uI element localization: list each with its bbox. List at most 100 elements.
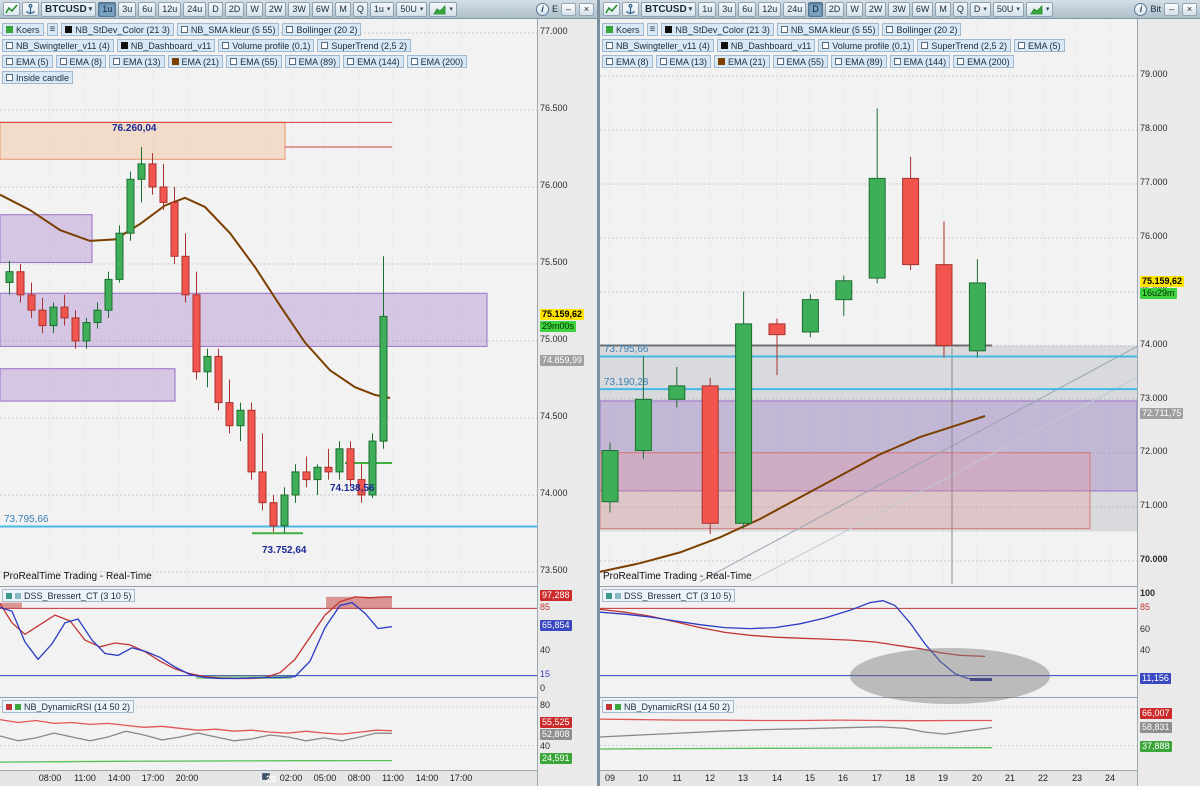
indicator-toggle[interactable]: EMA (21) <box>167 55 224 68</box>
chart-icon[interactable] <box>603 2 620 16</box>
indicator-toggle[interactable]: Bollinger (20 2) <box>882 23 962 36</box>
indicator-toggle[interactable]: EMA (13) <box>655 55 712 68</box>
timeframe-button-M[interactable]: M <box>335 1 351 17</box>
indicator-toggle[interactable]: NB_Dashboard_v11 <box>116 39 216 52</box>
minimize-button[interactable]: – <box>1164 2 1179 16</box>
timeframe-button-3u[interactable]: 3u <box>718 1 737 17</box>
timeframe-button-3u[interactable]: 3u <box>118 1 137 17</box>
timeframe-button-24u[interactable]: 24u <box>183 1 207 17</box>
indicator-toggle[interactable]: EMA (55) <box>226 55 282 68</box>
timeframe-button-6W[interactable]: 6W <box>911 1 934 17</box>
indicator-toggle[interactable]: EMA (13) <box>109 55 165 68</box>
indicator-toggle[interactable]: Koers <box>2 23 44 36</box>
indicator-toggle[interactable]: NB_SMA kleur (5 55) <box>776 23 880 36</box>
timeframe-button-1u[interactable]: 1u <box>698 1 717 17</box>
indicator-toggle[interactable]: EMA (89) <box>831 55 887 68</box>
price-axis[interactable]: 77.000 76.500 76.000 75.500 75.000 74.500 74.0… <box>537 19 597 786</box>
indicator-header-rsi[interactable]: NB_DynamicRSI (14 50 2) <box>2 700 135 713</box>
checkbox-icon <box>230 58 238 65</box>
indicator-toggle[interactable]: Inside candle <box>2 71 74 84</box>
chart-type-select[interactable]: ▾ <box>1025 1 1054 17</box>
timeframe-button-2D[interactable]: 2D <box>824 1 845 17</box>
chart-icon[interactable] <box>3 2 20 16</box>
window-divider[interactable] <box>597 0 600 786</box>
info-icon[interactable]: i <box>535 2 549 16</box>
platform-status-label: ProRealTime Trading - Real-Time <box>603 571 752 582</box>
timeframe-button-D[interactable]: D <box>808 1 823 17</box>
timeframe-button-2W[interactable]: 2W <box>864 1 887 17</box>
timeframe-button-W[interactable]: W <box>846 1 863 17</box>
timeframe-button-2W[interactable]: 2W <box>264 1 287 17</box>
units-dropdown[interactable]: 50U ▾ <box>992 1 1024 17</box>
timeframe-button-1u[interactable]: 1u <box>98 1 117 17</box>
indicator-toggle[interactable]: EMA (200) <box>953 55 1014 68</box>
close-button[interactable]: × <box>1182 2 1197 16</box>
timeframe-button-D[interactable]: D <box>208 1 223 17</box>
indicator-toggle[interactable]: EMA (144) <box>343 55 404 68</box>
chart-type-select[interactable]: ▾ <box>429 1 457 17</box>
indicator-toggle[interactable]: Bollinger (20 2) <box>282 23 362 36</box>
indicator-header-dss[interactable]: DSS_Bressert_CT (3 10 5) <box>602 589 736 602</box>
indicator-header-dss[interactable]: DSS_Bressert_CT (3 10 5) <box>2 589 136 602</box>
indicator-toggle[interactable]: Koers <box>602 23 644 36</box>
indicator-toggle[interactable]: EMA (5) <box>2 55 53 68</box>
timeframe-button-24u[interactable]: 24u <box>783 1 807 17</box>
indicator-toggle[interactable]: EMA (8) <box>55 55 107 68</box>
time-axis[interactable]: 08:00 11:00 14:00 17:00 20:00 20 02:00 05:00 08:… <box>0 770 537 786</box>
units-dropdown[interactable]: 50U ▾ <box>396 1 428 17</box>
indicator-toggle[interactable]: SuperTrend (2,5 2) <box>917 39 1012 52</box>
indicator-list-icon[interactable]: ≡ <box>646 23 659 36</box>
timeframe-button-Q[interactable]: Q <box>352 1 368 17</box>
indicator-toggle[interactable]: EMA (8) <box>602 55 653 68</box>
time-axis[interactable]: 09 10 11 12 13 14 15 16 17 18 19 20 21 22 23 24 <box>600 770 1137 786</box>
indicator-toggle-label: EMA (89) <box>298 56 337 67</box>
indicator-list-icon[interactable]: ≡ <box>46 23 59 36</box>
indicator-toggle[interactable]: NB_Swingteller_v11 (4) <box>2 39 114 52</box>
timeframe-button-M[interactable]: M <box>935 1 951 17</box>
indicator-toggle[interactable]: EMA (55) <box>772 55 829 68</box>
timeframe-button-3W[interactable]: 3W <box>288 1 310 17</box>
anchor-icon[interactable] <box>22 2 39 16</box>
indicator-toggle[interactable]: EMA (200) <box>406 55 468 68</box>
indicator-toggle[interactable]: NB_SMA kleur (5 55) <box>176 23 280 36</box>
period-dropdown[interactable]: 1u ▾ <box>369 1 395 17</box>
timeframe-button-12u[interactable]: 12u <box>758 1 782 17</box>
time-label: 08:00 <box>38 773 62 783</box>
indicator-toggle[interactable]: NB_StDev_Color (21 3) <box>61 23 174 36</box>
timeframe-button-3W[interactable]: 3W <box>888 1 910 17</box>
symbol-select[interactable]: BTCUSD ▾ <box>41 1 97 17</box>
indicator-header-rsi[interactable]: NB_DynamicRSI (14 50 2) <box>602 700 735 713</box>
timeframe-button-6W[interactable]: 6W <box>311 1 334 17</box>
timeframe-button-W[interactable]: W <box>246 1 263 17</box>
symbol-select[interactable]: BTCUSD ▾ <box>641 1 697 17</box>
info-icon[interactable]: i <box>1134 2 1148 16</box>
timeframe-button-6u[interactable]: 6u <box>738 1 757 17</box>
checkbox-icon <box>835 58 843 65</box>
indicator-toggle[interactable]: EMA (21) <box>714 55 770 68</box>
indicator-toggle[interactable]: NB_StDev_Color (21 3) <box>661 23 774 36</box>
indicator-toggle-label: EMA (13) <box>669 56 708 67</box>
time-label: 17:00 <box>449 773 473 783</box>
indicator-toggle[interactable]: NB_Swingteller_v11 (4) <box>602 39 714 52</box>
timeframe-button-12u[interactable]: 12u <box>158 1 182 17</box>
axis-label: 15 <box>540 669 551 679</box>
indicator-toggle[interactable]: Volume profile (0,1) <box>218 39 315 52</box>
indicator-toggle[interactable]: NB_Dashboard_v11 <box>716 39 816 52</box>
indicator-toggle[interactable]: SuperTrend (2,5 2) <box>317 39 412 52</box>
indicator-toggle[interactable]: Volume profile (0,1) <box>818 39 915 52</box>
price-axis[interactable]: 79.00078.00077.00076.00075.00074.00073.0… <box>1137 19 1200 786</box>
minimize-button[interactable]: – <box>561 2 576 16</box>
timeframe-button-Q[interactable]: Q <box>952 1 968 17</box>
time-label: 11:00 <box>74 773 96 783</box>
indicator-toggle[interactable]: EMA (5) <box>1014 39 1065 52</box>
close-button[interactable]: × <box>579 2 594 16</box>
axis-label: 52,808 <box>540 729 572 740</box>
timeframe-button-6u[interactable]: 6u <box>138 1 157 17</box>
candle <box>801 299 819 333</box>
indicator-toggle[interactable]: EMA (89) <box>284 55 341 68</box>
timeframe-button-2D[interactable]: 2D <box>224 1 245 17</box>
anchor-icon[interactable] <box>622 2 639 16</box>
indicator-toggle[interactable]: EMA (144) <box>889 55 951 68</box>
period-dropdown[interactable]: D ▾ <box>969 1 991 17</box>
toggle-row: Inside candle <box>2 71 467 84</box>
